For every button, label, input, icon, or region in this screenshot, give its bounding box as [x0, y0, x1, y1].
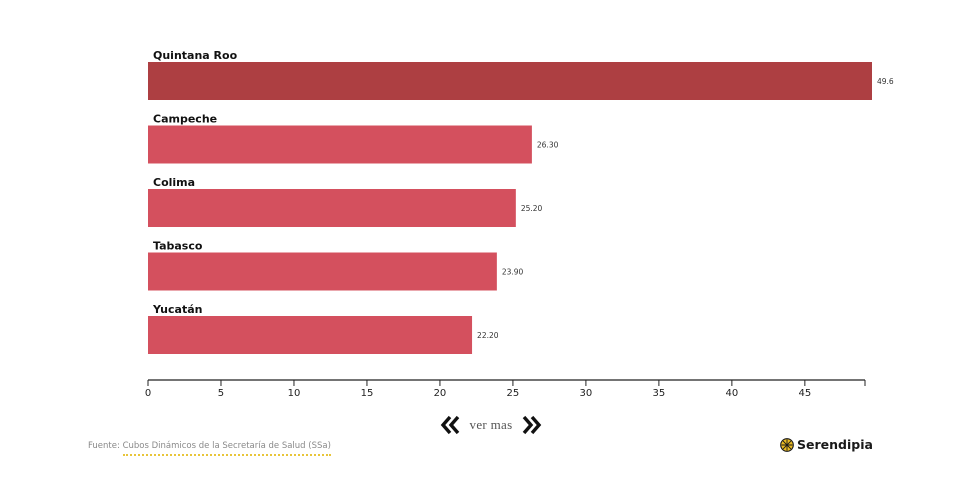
value-label: 49.6 [877, 77, 894, 86]
x-tick-label: 45 [798, 388, 811, 399]
category-label: Campeche [153, 113, 217, 126]
bar-chart: Quintana Roo 49.6 Campeche 26.30 Colima 25.20… [145, 49, 894, 399]
bar[interactable] [148, 189, 516, 227]
value-label: 25.20 [521, 204, 543, 213]
x-tick-label: 20 [434, 388, 447, 399]
bar[interactable] [148, 252, 497, 291]
value-label: 22.20 [477, 331, 499, 340]
source-link[interactable]: Cubos Dinámicos de la Secretaría de Salu… [122, 441, 331, 456]
value-label: 26.30 [537, 141, 559, 150]
category-label: Quintana Roo [153, 49, 238, 62]
bar[interactable] [148, 316, 473, 354]
value-label: 23.90 [502, 268, 524, 277]
ver-mas-link[interactable]: ver mas [469, 417, 513, 432]
source-note: Fuente: Cubos Dinámicos de la Secretaría… [88, 441, 331, 456]
serendipia-logo-icon [780, 437, 794, 452]
category-label: Tabasco [153, 240, 203, 253]
category-label: Yucatán [152, 303, 202, 316]
x-tick-label: 30 [580, 388, 593, 399]
double-chevron-left-icon[interactable] [440, 414, 462, 436]
x-tick-label: 35 [653, 388, 666, 399]
bar[interactable] [148, 62, 872, 100]
double-chevron-right-icon[interactable] [520, 414, 542, 436]
x-tick-label: 25 [507, 388, 520, 399]
brand-name: Serendipia [797, 437, 873, 452]
x-tick-label: 40 [726, 388, 739, 399]
brand-logo[interactable]: Serendipia [780, 437, 873, 452]
x-tick-label: 10 [288, 388, 301, 399]
x-tick-label: 0 [145, 388, 151, 399]
x-axis: 0 5 10 15 20 25 30 35 40 45 [145, 379, 866, 399]
bar[interactable] [148, 125, 532, 164]
category-label: Colima [153, 176, 195, 189]
pagination-nav: ver mas [440, 412, 542, 438]
bars-layer: Quintana Roo 49.6 Campeche 26.30 Colima 25.20… [148, 49, 894, 354]
source-prefix: Fuente: [88, 441, 123, 451]
x-tick-label: 15 [361, 388, 374, 399]
x-tick-label: 5 [218, 388, 224, 399]
